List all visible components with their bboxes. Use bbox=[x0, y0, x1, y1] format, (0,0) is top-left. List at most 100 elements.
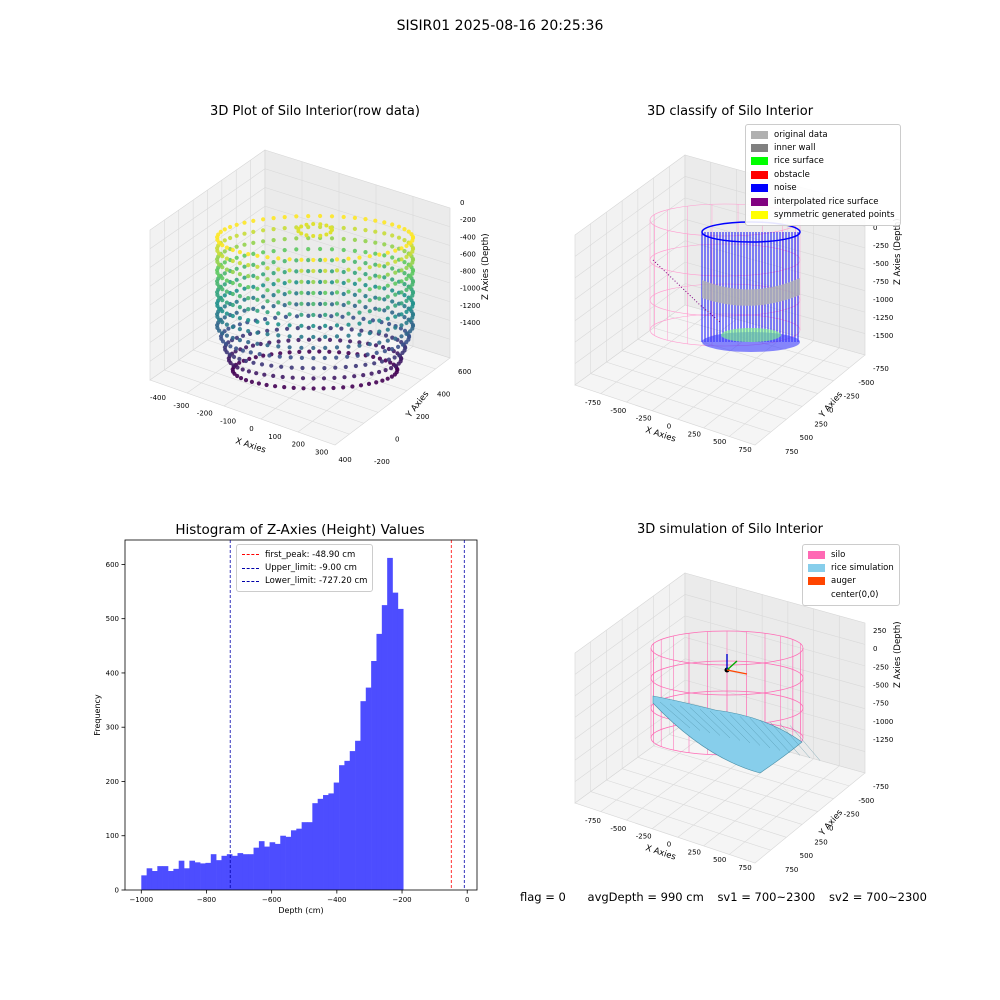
raw-point bbox=[341, 214, 346, 220]
raw-point bbox=[251, 240, 256, 245]
raw-point bbox=[246, 318, 251, 323]
raw-point bbox=[385, 261, 390, 266]
raw-point bbox=[269, 363, 274, 368]
raw-point bbox=[408, 329, 413, 334]
raw-point bbox=[235, 365, 240, 370]
raw-point bbox=[299, 345, 304, 350]
raw-point bbox=[393, 292, 398, 297]
raw-point bbox=[287, 334, 292, 339]
raw-point bbox=[251, 273, 256, 278]
raw-point bbox=[224, 333, 229, 338]
histogram-bar bbox=[210, 854, 217, 890]
histogram-bar bbox=[365, 687, 372, 890]
raw-point bbox=[343, 364, 348, 370]
z-tick-label: -250 bbox=[873, 663, 889, 671]
raw-point bbox=[287, 312, 292, 317]
raw-point bbox=[346, 267, 351, 272]
classify-title: 3D classify of Silo Interior bbox=[646, 104, 814, 119]
raw-point bbox=[311, 312, 316, 318]
legend-swatch bbox=[751, 144, 768, 153]
raw-point bbox=[352, 281, 357, 286]
histogram-legend-entry: first_peak: -48.90 cm bbox=[242, 548, 367, 561]
raw-point bbox=[404, 340, 409, 345]
raw-point bbox=[402, 238, 407, 243]
raw-point bbox=[382, 231, 387, 236]
raw-point bbox=[250, 343, 256, 348]
raw-point bbox=[276, 322, 281, 327]
raw-point bbox=[386, 357, 391, 362]
x-tick-label: -200 bbox=[197, 410, 213, 418]
legend-line-sample bbox=[242, 554, 259, 556]
raw-point bbox=[338, 338, 343, 343]
raw-point bbox=[237, 294, 242, 299]
raw-point bbox=[352, 270, 357, 275]
raw-point bbox=[306, 214, 311, 219]
rice-mesh-line bbox=[709, 710, 741, 741]
raw-point bbox=[227, 352, 232, 357]
raw-point bbox=[399, 301, 404, 306]
raw-point bbox=[276, 339, 281, 344]
legend-label: auger bbox=[831, 576, 856, 587]
raw-point bbox=[382, 308, 387, 313]
raw-point bbox=[263, 317, 268, 322]
raw-point bbox=[311, 301, 316, 307]
raw-point bbox=[299, 323, 304, 328]
histogram-bar bbox=[184, 868, 190, 890]
raw-point bbox=[390, 233, 395, 238]
histogram-bar bbox=[317, 798, 324, 890]
raw-point bbox=[328, 230, 333, 235]
interpolated-points bbox=[652, 259, 721, 323]
raw-point bbox=[246, 307, 251, 312]
raw-point bbox=[226, 326, 231, 331]
raw-point bbox=[222, 238, 227, 243]
raw-point bbox=[276, 267, 281, 272]
raw-point bbox=[300, 376, 306, 381]
raw-point bbox=[382, 253, 387, 258]
raw-point bbox=[265, 343, 270, 348]
histogram-bar bbox=[168, 871, 174, 890]
histogram-bar bbox=[280, 835, 286, 890]
raw-point bbox=[408, 307, 413, 312]
raw-point bbox=[377, 252, 382, 257]
raw-point bbox=[276, 278, 281, 283]
raw-point bbox=[329, 247, 335, 252]
raw-point bbox=[385, 327, 390, 332]
raw-point bbox=[306, 291, 311, 296]
raw-point bbox=[280, 374, 285, 380]
raw-point bbox=[321, 386, 326, 391]
raw-point bbox=[373, 240, 378, 245]
raw-point bbox=[287, 279, 292, 284]
x-tick-label: 400 bbox=[338, 456, 351, 464]
raw-point bbox=[408, 263, 413, 268]
raw-point bbox=[246, 252, 251, 257]
raw-point bbox=[341, 280, 346, 286]
z-tick-label: -1000 bbox=[873, 718, 893, 726]
raw-point bbox=[246, 329, 251, 334]
raw-point bbox=[334, 290, 340, 295]
raw-point bbox=[311, 234, 316, 238]
raw-point bbox=[342, 375, 347, 380]
histogram-bar bbox=[146, 868, 153, 890]
raw-point bbox=[251, 295, 256, 300]
y-tick-label: -250 bbox=[844, 393, 860, 401]
raw-point bbox=[373, 273, 378, 278]
raw-point bbox=[230, 313, 235, 319]
raw-point bbox=[224, 322, 229, 327]
raw-point bbox=[374, 350, 379, 355]
z-tick-label: -1000 bbox=[460, 285, 480, 293]
raw-point bbox=[367, 320, 372, 325]
raw-point bbox=[265, 299, 270, 304]
raw-point bbox=[220, 276, 225, 281]
raw-point bbox=[306, 325, 311, 330]
raw-point bbox=[317, 313, 322, 318]
raw-point bbox=[385, 305, 390, 310]
raw-point bbox=[282, 303, 287, 308]
rice-mesh-line bbox=[699, 709, 731, 739]
raw-point bbox=[396, 235, 402, 240]
raw-point bbox=[261, 305, 266, 310]
raw-point bbox=[220, 309, 225, 314]
raw-point bbox=[385, 376, 390, 381]
raw-point bbox=[341, 236, 346, 242]
raw-point bbox=[350, 384, 355, 389]
legend-label: Upper_limit: -9.00 cm bbox=[265, 563, 357, 574]
